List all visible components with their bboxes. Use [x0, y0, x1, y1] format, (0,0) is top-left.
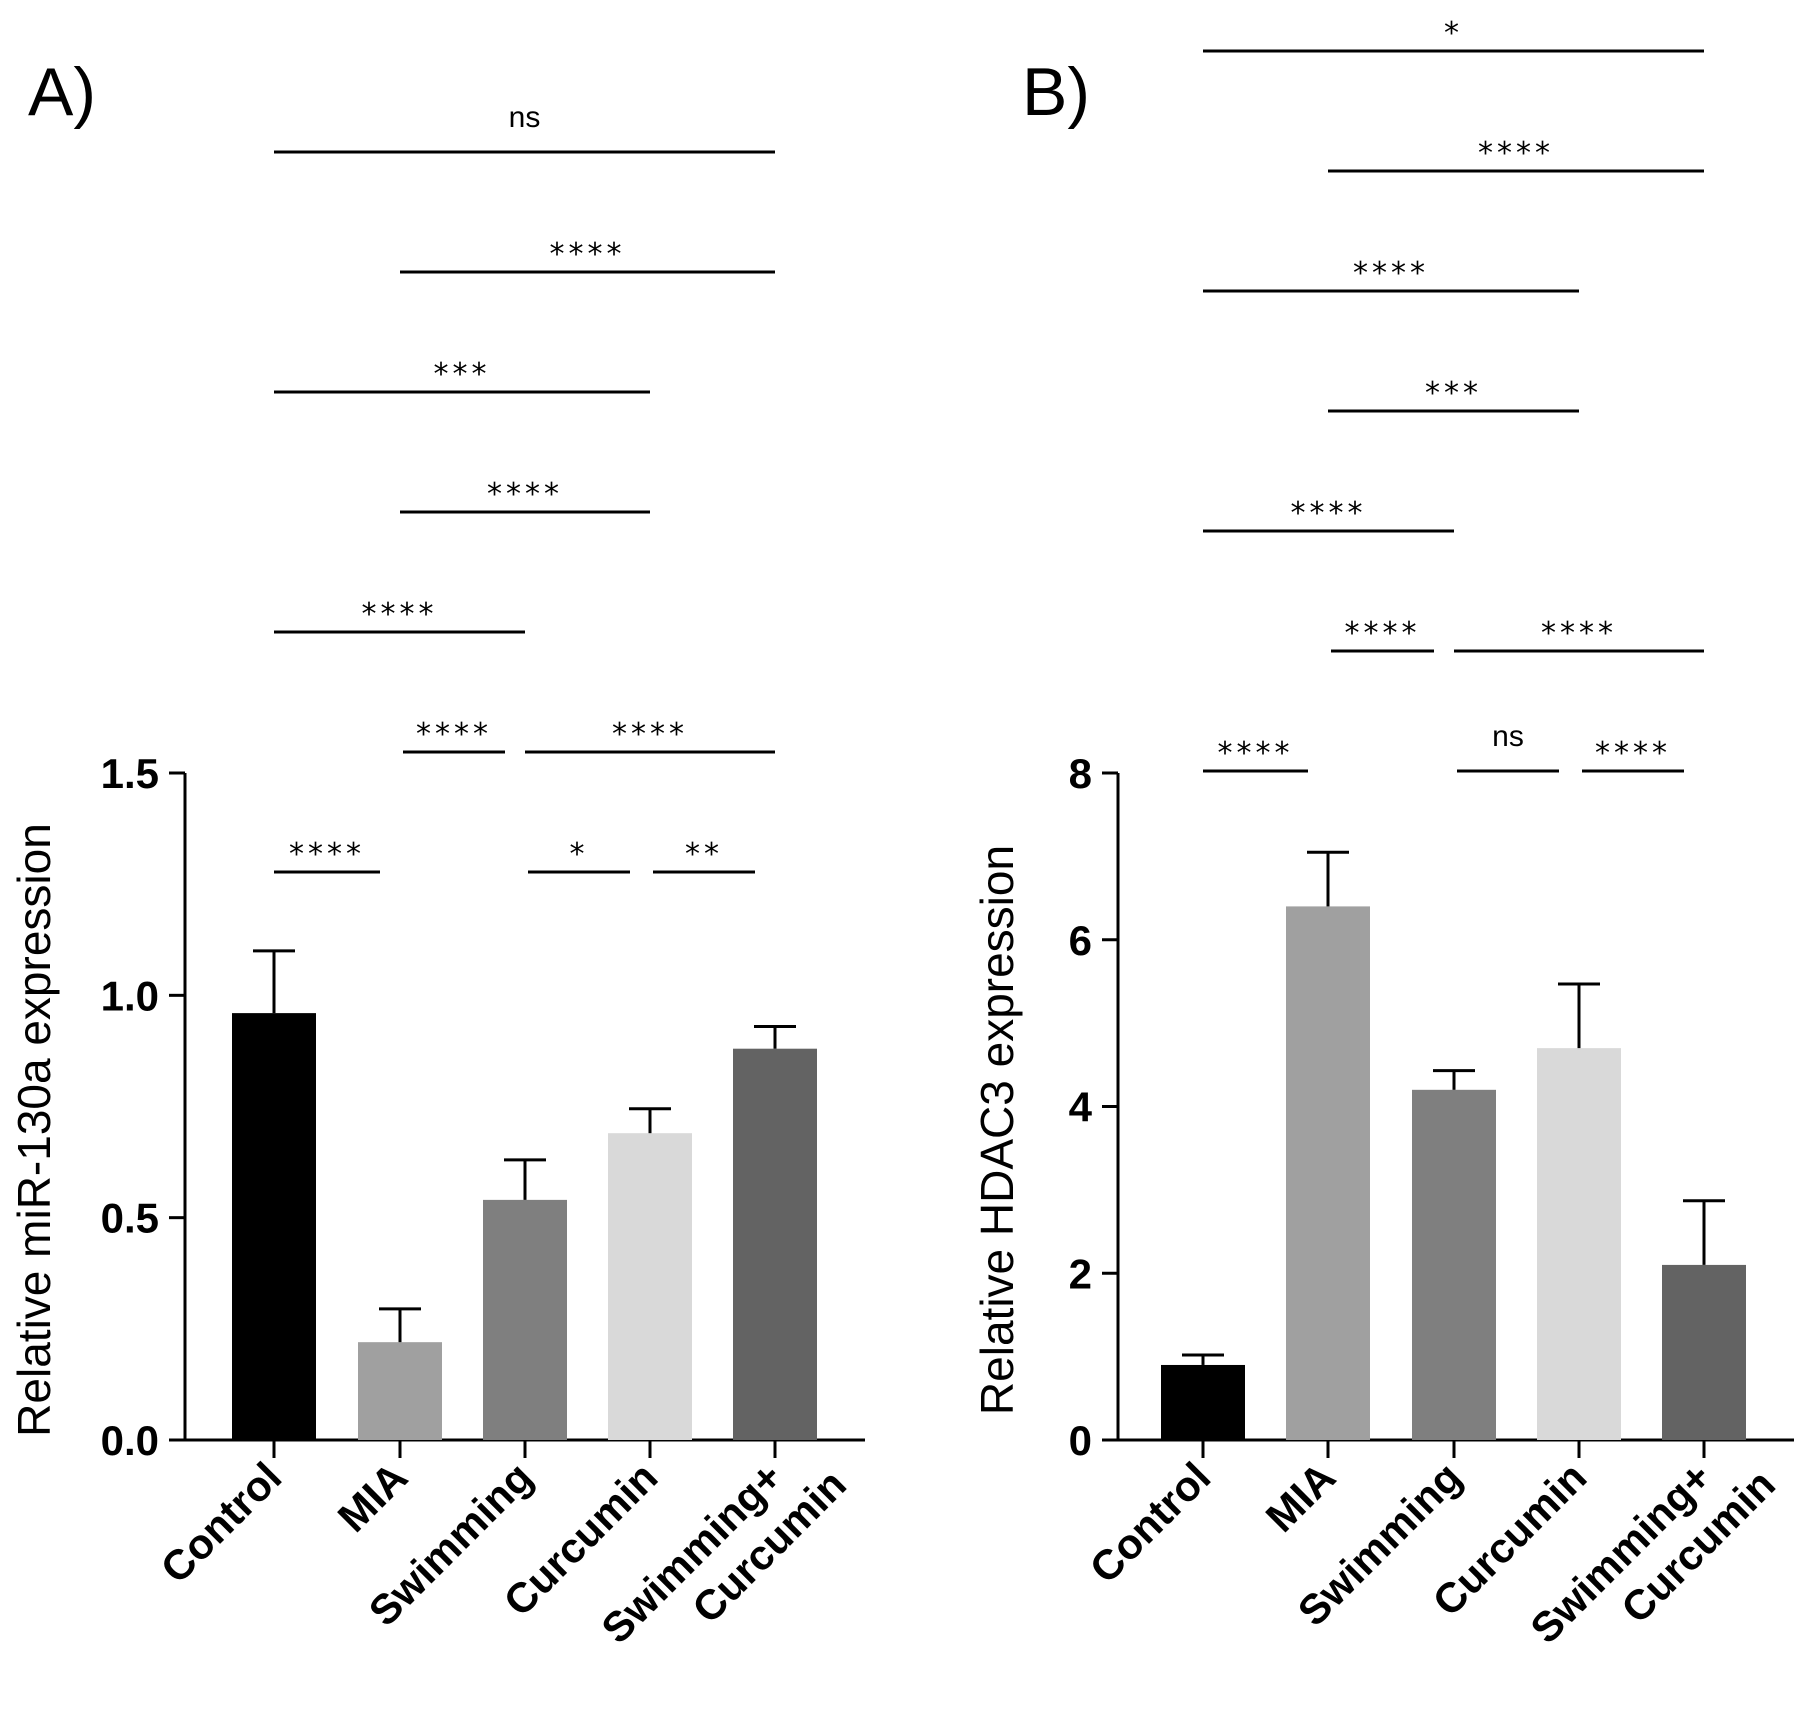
- significance-label: ****: [1541, 616, 1617, 651]
- y-axis-label: Relative miR-130a expression: [8, 823, 60, 1437]
- significance-label: ****: [1291, 496, 1367, 531]
- significance-label: ****: [416, 717, 492, 752]
- significance-label: ns: [1492, 720, 1524, 753]
- y-tick-label: 0.5: [101, 1195, 159, 1242]
- significance-label: ****: [1345, 616, 1421, 651]
- bar: [1161, 1364, 1245, 1440]
- significance-label: ****: [289, 837, 365, 872]
- x-tick-label: Control: [1081, 1453, 1220, 1592]
- y-tick-label: 0.0: [101, 1417, 159, 1464]
- bar: [1662, 1264, 1746, 1440]
- significance-label: ****: [1353, 256, 1429, 291]
- y-tick-label: 8: [1069, 750, 1092, 797]
- significance-label: ****: [612, 717, 688, 752]
- significance-label: ns: [509, 101, 541, 134]
- chart-panel-a: A) Relative miR-130a expression 0.0 0.5 1.0 1…: [8, 54, 865, 1652]
- bar: [608, 1133, 692, 1440]
- significance-label: *: [1444, 16, 1463, 51]
- bar: [1537, 1048, 1621, 1440]
- significance-label: **: [685, 837, 723, 872]
- bar: [1412, 1089, 1496, 1440]
- panel-label: A): [28, 54, 96, 130]
- bar: [232, 1013, 316, 1440]
- panel-label: B): [1022, 54, 1090, 130]
- significance-label: ****: [1595, 736, 1671, 771]
- bar: [1286, 906, 1370, 1440]
- y-tick-label: 1.5: [101, 750, 159, 797]
- y-axis-label: Relative HDAC3 expression: [971, 845, 1023, 1415]
- x-tick-label: MIA: [329, 1453, 417, 1541]
- y-tick-label: 4: [1069, 1084, 1093, 1131]
- x-tick-label-group: Control: [1081, 1453, 1220, 1592]
- significance-label: ***: [434, 357, 491, 392]
- chart-panel-b: B) Relative HDAC3 expression 0 2 4 6 8 Control M…: [971, 16, 1794, 1652]
- bar: [733, 1048, 817, 1440]
- bar: [358, 1342, 442, 1440]
- y-tick-label: 0: [1069, 1417, 1092, 1464]
- significance-label: ****: [1218, 736, 1294, 771]
- significance-label: ***: [1425, 376, 1482, 411]
- x-tick-label: Control: [152, 1453, 291, 1592]
- y-tick-label: 6: [1069, 917, 1092, 964]
- bar: [483, 1199, 567, 1440]
- significance-label: ****: [1478, 136, 1554, 171]
- x-tick-label-group: MIA: [329, 1453, 417, 1541]
- significance-label: ****: [487, 477, 563, 512]
- significance-label: ****: [550, 237, 626, 272]
- x-tick-label-group: Control: [152, 1453, 291, 1592]
- y-tick-label: 2: [1069, 1250, 1092, 1297]
- significance-label: *: [570, 837, 589, 872]
- y-tick-label: 1.0: [101, 972, 159, 1019]
- x-tick-label-group: MIA: [1257, 1453, 1345, 1541]
- significance-label: ****: [362, 597, 438, 632]
- x-tick-label: MIA: [1257, 1453, 1345, 1541]
